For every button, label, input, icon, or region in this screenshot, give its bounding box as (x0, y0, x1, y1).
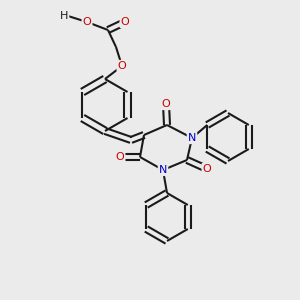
Text: O: O (162, 99, 170, 109)
Text: O: O (116, 152, 124, 162)
Text: N: N (159, 165, 167, 175)
Text: H: H (60, 11, 68, 21)
Text: O: O (202, 164, 211, 174)
Text: O: O (82, 17, 91, 27)
Text: O: O (121, 17, 129, 27)
Text: O: O (118, 61, 126, 71)
Text: N: N (188, 133, 196, 143)
